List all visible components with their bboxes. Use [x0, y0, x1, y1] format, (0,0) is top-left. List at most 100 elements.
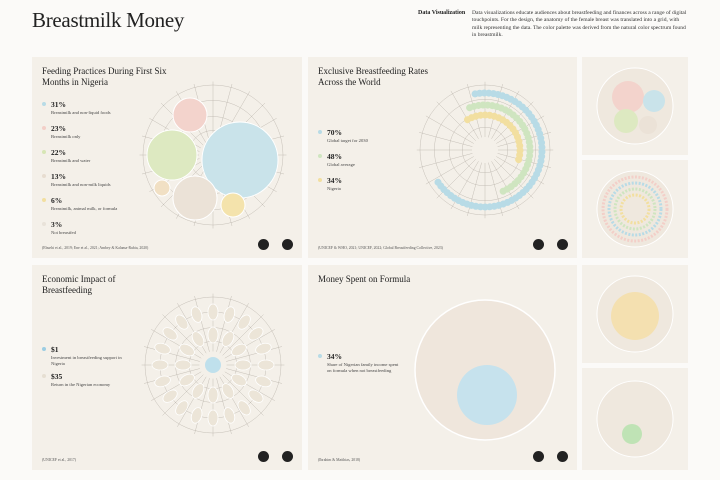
panel-title: Exclusive Breastfeeding Rates Across the… — [318, 66, 428, 87]
illustration — [414, 299, 556, 441]
nav-button[interactable] — [557, 239, 568, 250]
thumb-bubble — [639, 116, 657, 134]
legend-dot — [42, 347, 46, 351]
thumb-bubble — [612, 81, 644, 113]
item-label: Global target for 2030 — [327, 138, 368, 143]
grid-spoke — [436, 101, 476, 141]
nav-button[interactable] — [557, 451, 568, 462]
legend-dot — [42, 150, 46, 154]
coin — [174, 359, 192, 371]
grid-spoke — [216, 378, 232, 435]
item-value: $35 — [51, 372, 63, 381]
item-label: Breastmilk and non-liquid foods — [51, 110, 111, 115]
coin — [154, 375, 171, 388]
thumb-bg — [596, 380, 674, 458]
coin — [190, 306, 203, 323]
nav-button[interactable] — [282, 239, 293, 250]
legend-dot — [318, 130, 322, 134]
coin — [221, 383, 235, 399]
coin — [234, 359, 252, 371]
coin — [179, 343, 195, 357]
panel: Exclusive Breastfeeding Rates Across the… — [308, 57, 577, 258]
grid-spoke — [467, 84, 482, 138]
coin — [190, 407, 203, 424]
bubble — [220, 192, 246, 218]
illustration — [141, 293, 285, 437]
coin — [248, 389, 264, 403]
nav-button[interactable] — [533, 451, 544, 462]
nav-button[interactable] — [282, 451, 293, 462]
illustration — [416, 81, 554, 219]
thumbnail[interactable] — [582, 265, 688, 363]
coin — [151, 359, 169, 371]
item-label: Investment in breastfeeding support in N… — [51, 355, 122, 366]
coin — [257, 359, 275, 371]
coin — [191, 383, 205, 399]
grid-spoke — [162, 374, 204, 416]
item-label: Not breastfed — [51, 230, 76, 235]
coin — [237, 400, 251, 416]
coin — [255, 375, 272, 388]
thumbnail[interactable] — [582, 368, 688, 470]
coin — [207, 303, 219, 321]
description: Data visualizations educate audiences ab… — [472, 10, 687, 39]
panel-title: Feeding Practices During First Six Month… — [42, 66, 167, 87]
thumbnail[interactable] — [582, 57, 688, 155]
coin — [223, 306, 236, 323]
panel-title: Money Spent on Formula — [318, 274, 411, 284]
grid-spoke — [450, 90, 479, 139]
nav-button[interactable] — [258, 451, 269, 462]
thumbnail[interactable] — [582, 160, 688, 258]
nav-button[interactable] — [533, 239, 544, 250]
coin — [179, 373, 195, 387]
source: (Ibrahim & Matthias, 2018) — [318, 458, 361, 462]
item-value: 34% — [327, 352, 342, 361]
legend-dot — [42, 102, 46, 106]
thumb-fill — [611, 292, 659, 340]
legend-dot — [318, 354, 322, 358]
grid-spoke — [419, 153, 473, 168]
coin — [175, 314, 189, 330]
illustration — [139, 81, 287, 229]
coin — [191, 331, 205, 347]
grid-spoke — [162, 314, 204, 356]
legend-dot — [42, 374, 46, 378]
source: (Ebuehi et al., 2019; Ene et al., 2021; … — [42, 246, 149, 250]
bubble — [172, 175, 218, 221]
coin — [231, 343, 247, 357]
item-value: 48% — [327, 152, 342, 161]
grid-spoke — [419, 132, 473, 147]
thumb-ring — [607, 181, 663, 237]
thumb-bubble — [614, 109, 638, 133]
item-value: 3% — [51, 220, 63, 229]
grid-spoke — [425, 115, 474, 144]
item-value: 6% — [51, 196, 63, 205]
thumb-bubble — [643, 90, 665, 112]
ring-arc — [464, 111, 524, 166]
coin — [231, 373, 247, 387]
coin — [248, 327, 264, 341]
item-label: Global average — [327, 162, 355, 167]
item-value: 70% — [327, 128, 342, 137]
thumb-ring — [601, 175, 669, 243]
panel-title: Economic Impact of Breastfeeding — [42, 274, 116, 295]
grid-spoke — [425, 156, 474, 185]
item-value: 34% — [327, 176, 342, 185]
legend-dot — [42, 198, 46, 202]
coin — [237, 314, 251, 330]
panel: Feeding Practices During First Six Month… — [32, 57, 302, 258]
nav-button[interactable] — [258, 239, 269, 250]
coin — [223, 407, 236, 424]
item-value: 23% — [51, 124, 66, 133]
legend-dot — [318, 154, 322, 158]
coin — [162, 327, 178, 341]
item-label: Breastmilk and non-milk liquids — [51, 182, 111, 187]
grid-spoke — [222, 374, 264, 416]
coin — [255, 342, 272, 355]
center-dot — [205, 357, 221, 373]
coin — [207, 409, 219, 427]
grid-spoke — [143, 346, 200, 362]
grid-spoke — [216, 295, 232, 352]
coin — [154, 342, 171, 355]
